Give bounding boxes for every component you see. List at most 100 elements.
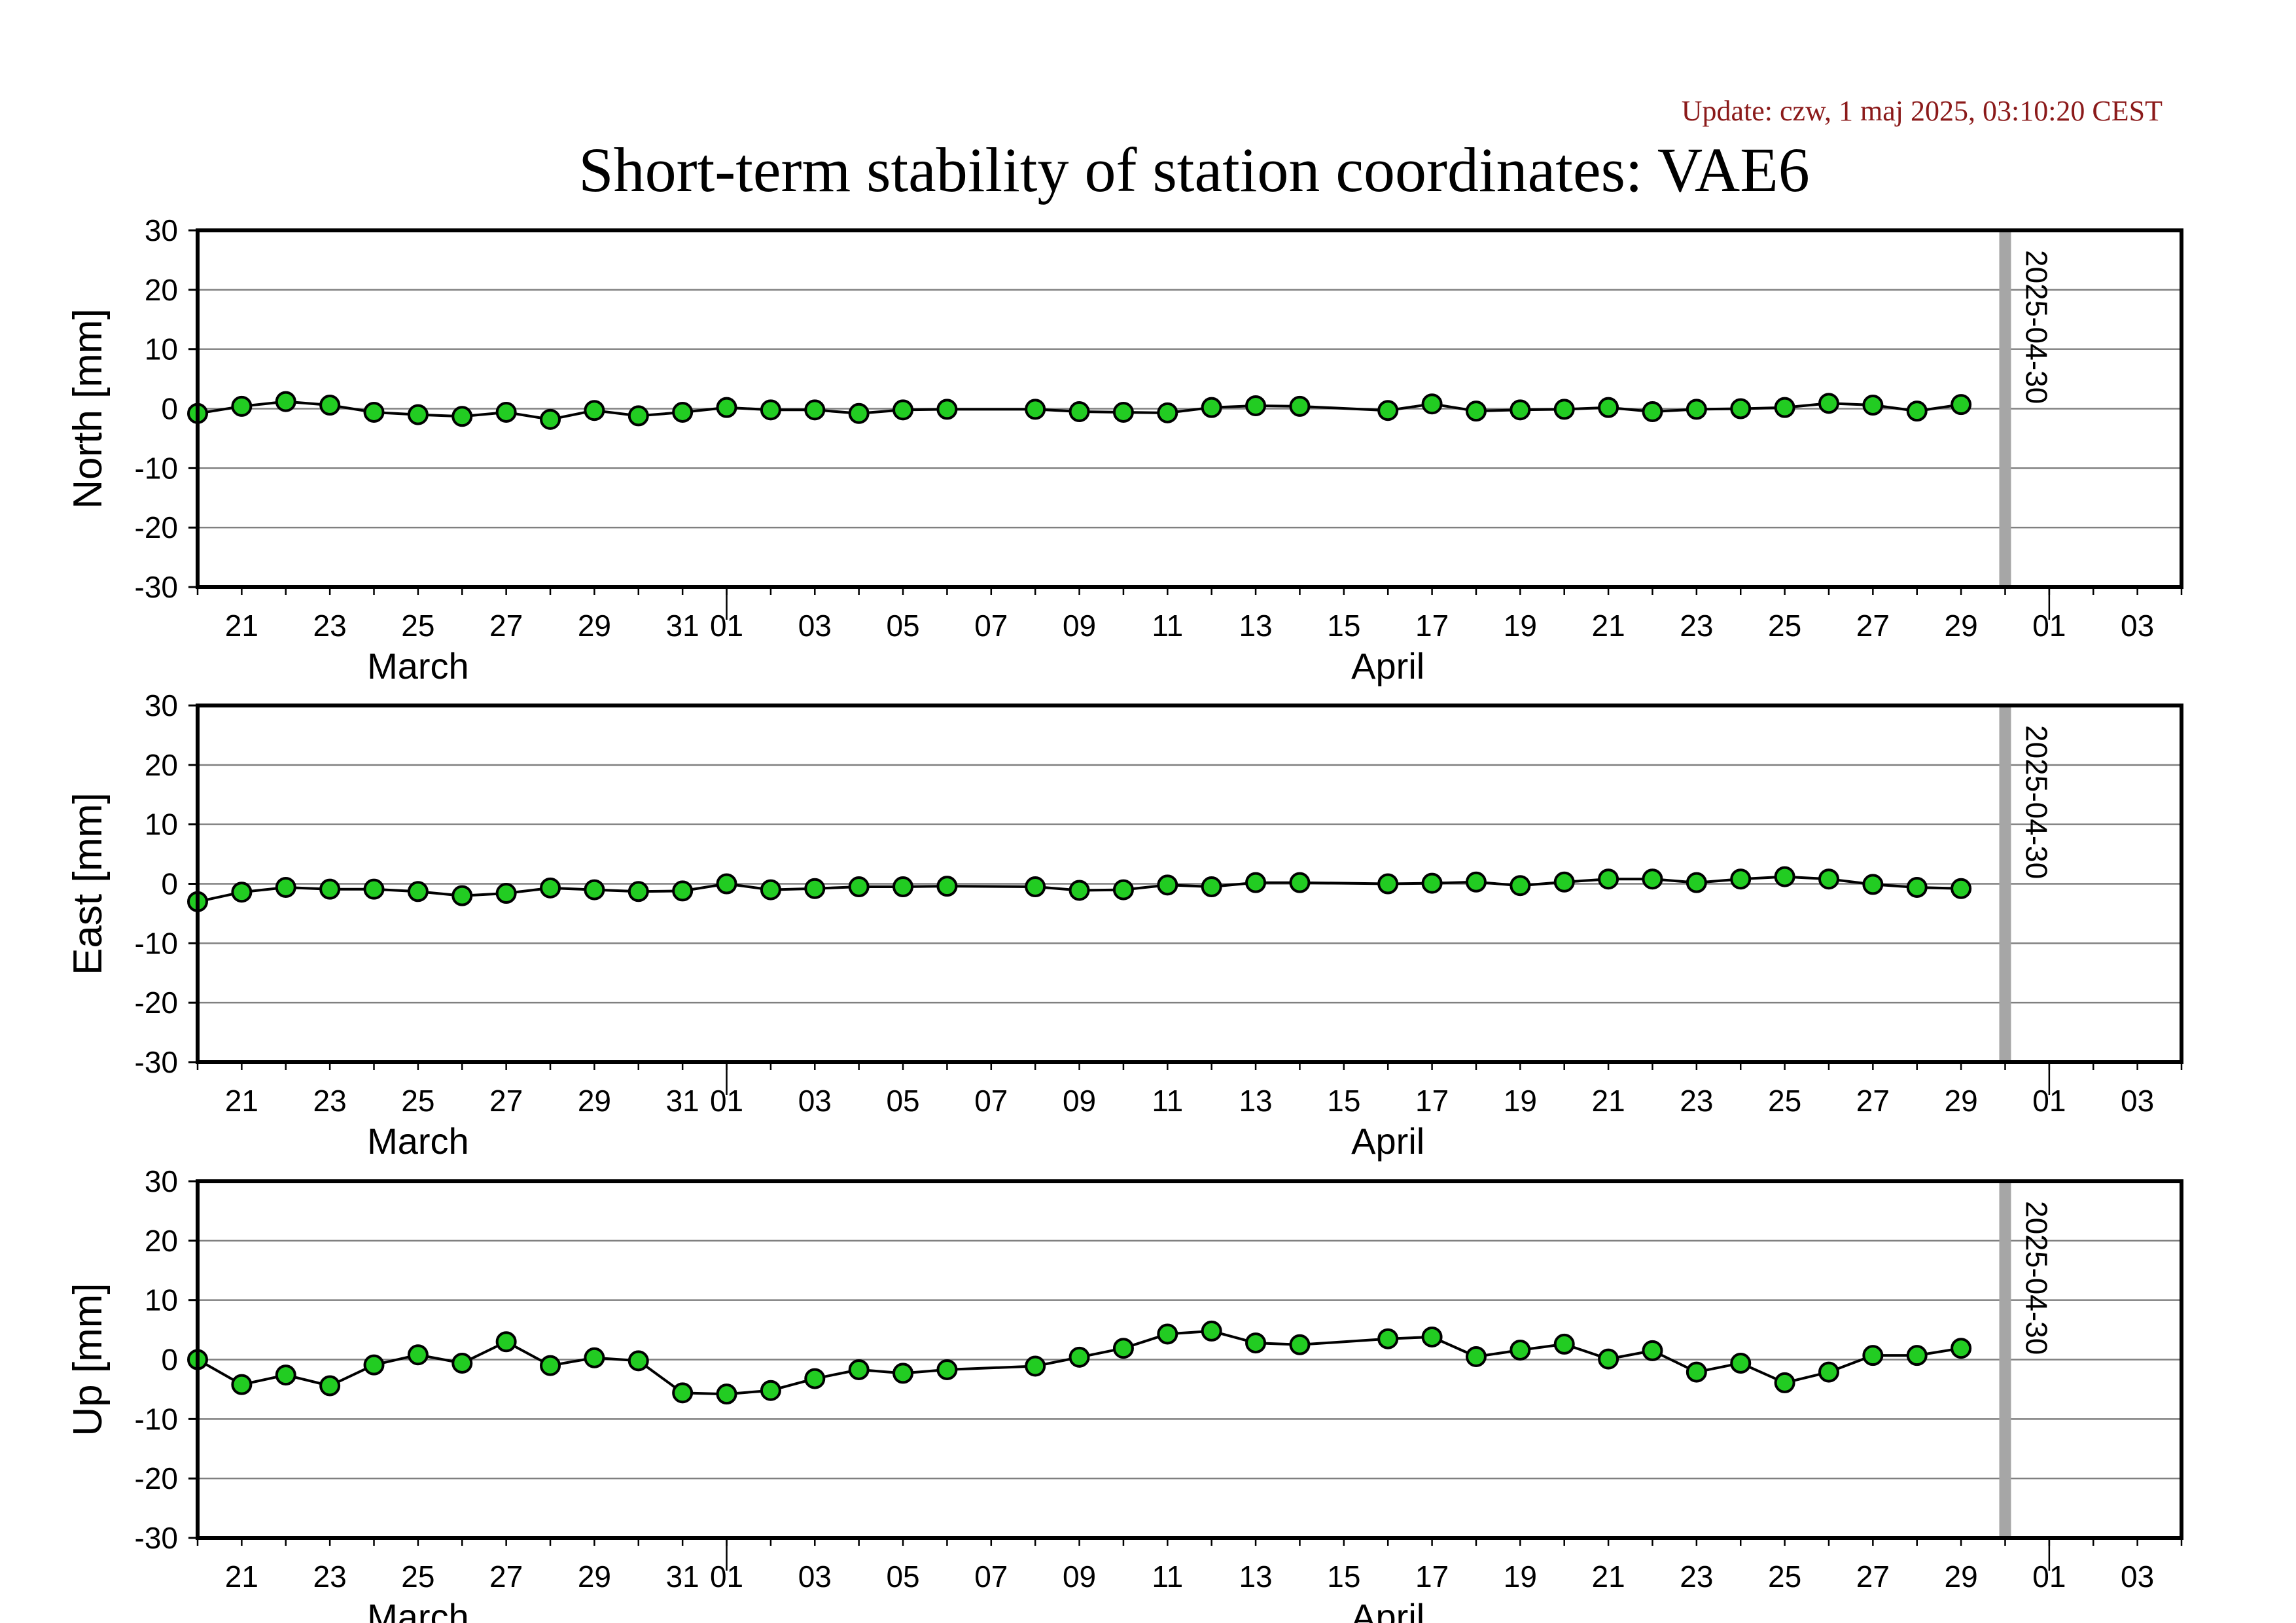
x-tick-label: 25 — [401, 609, 434, 643]
data-point — [1025, 876, 1046, 898]
data-point — [1201, 1320, 1222, 1342]
data-point — [892, 1363, 914, 1384]
x-tick-label: 23 — [313, 1560, 347, 1594]
x-tick-label: 15 — [1327, 609, 1360, 643]
x-tick-label: 13 — [1239, 1560, 1272, 1594]
x-tick-label: 21 — [225, 1084, 258, 1118]
x-tick-label: 23 — [1680, 1560, 1713, 1594]
data-point — [848, 1359, 870, 1380]
y-tick-label: 0 — [161, 1343, 178, 1377]
x-tick-label: 27 — [489, 609, 523, 643]
x-tick-label: 31 — [666, 1084, 699, 1118]
x-tick-label: 13 — [1239, 1084, 1272, 1118]
data-point — [1906, 401, 1928, 422]
data-point — [584, 400, 605, 421]
x-tick-label: 11 — [1152, 609, 1183, 643]
data-point — [1906, 876, 1928, 898]
data-point — [1157, 874, 1178, 896]
data-point — [627, 881, 649, 902]
data-point — [1730, 868, 1752, 890]
y-tick-label: 20 — [145, 1224, 178, 1258]
data-point — [1553, 1333, 1575, 1355]
data-point — [1730, 1352, 1752, 1374]
x-tick-label: 07 — [974, 1560, 1008, 1594]
y-tick-label: 0 — [161, 392, 178, 426]
x-tick-label: 07 — [974, 1084, 1008, 1118]
data-point — [319, 878, 341, 900]
data-point — [1069, 880, 1090, 901]
data-point — [627, 1350, 649, 1372]
y-tick-label: -20 — [135, 1461, 178, 1495]
x-tick-label: 27 — [489, 1560, 523, 1594]
data-point — [804, 1368, 826, 1389]
date-marker-label: 2025-04-30 — [2019, 725, 2053, 879]
x-tick-label: 01 — [710, 1560, 743, 1594]
data-point — [1465, 1346, 1487, 1367]
data-point — [363, 401, 385, 423]
x-tick-label: 05 — [886, 1084, 919, 1118]
data-point — [1510, 399, 1531, 421]
y-axis-title: Up [mm] — [65, 1283, 111, 1436]
data-point — [1421, 393, 1443, 415]
data-point — [892, 399, 914, 421]
date-marker-label: 2025-04-30 — [2019, 250, 2053, 404]
data-point — [1686, 872, 1707, 893]
y-tick-label: 30 — [145, 1164, 178, 1198]
data-point — [1774, 397, 1795, 418]
x-tick-label: 21 — [1592, 1084, 1625, 1118]
x-tick-label: 17 — [1415, 609, 1449, 643]
y-tick-label: 10 — [145, 1283, 178, 1317]
data-point — [1686, 1361, 1707, 1383]
data-point — [451, 406, 473, 427]
x-tick-label: 23 — [1680, 609, 1713, 643]
x-tick-label: 29 — [578, 1084, 611, 1118]
x-tick-label: 21 — [1592, 609, 1625, 643]
x-tick-label: 27 — [1856, 1084, 1890, 1118]
y-tick-label: 0 — [161, 867, 178, 901]
x-tick-label: 03 — [2121, 1084, 2154, 1118]
data-point — [319, 1375, 341, 1397]
x-tick-label: 11 — [1152, 1084, 1183, 1118]
data-point — [672, 401, 694, 423]
y-tick-label: -30 — [135, 570, 178, 604]
data-point — [1112, 1338, 1134, 1359]
panel-1: 30 20 10 0 -10 -20 -30 North [mm] 21 23 25 27 29 31 01… — [65, 213, 2183, 687]
data-point — [540, 408, 561, 430]
x-tick-label: 21 — [225, 1560, 258, 1594]
data-point — [1289, 1334, 1311, 1355]
month-label: April — [1351, 645, 1424, 687]
x-tick-label: 27 — [1856, 1560, 1890, 1594]
x-tick-label: 05 — [886, 609, 919, 643]
y-tick-label: 20 — [145, 273, 178, 307]
data-point — [716, 873, 737, 895]
x-tick-label: 25 — [1768, 1560, 1801, 1594]
data-point — [1421, 1326, 1443, 1347]
data-point — [363, 1354, 385, 1376]
y-tick-label: 30 — [145, 213, 178, 247]
data-point — [1818, 868, 1839, 890]
y-tick-label: 20 — [145, 748, 178, 782]
x-tick-label: 27 — [489, 1084, 523, 1118]
data-point — [1598, 868, 1619, 890]
data-point — [1686, 399, 1707, 420]
x-tick-label: 09 — [1063, 609, 1096, 643]
x-tick-label: 29 — [1945, 1084, 1978, 1118]
data-point — [495, 401, 517, 423]
y-tick-label: -10 — [135, 926, 178, 960]
data-point — [1818, 1361, 1839, 1383]
data-point — [1157, 1323, 1178, 1345]
x-tick-label: 09 — [1063, 1560, 1096, 1594]
data-point — [716, 1383, 737, 1405]
y-axis-title: North [mm] — [65, 308, 111, 509]
data-point — [1862, 395, 1884, 416]
data-point — [1553, 399, 1575, 420]
month-label: April — [1351, 1596, 1424, 1623]
x-tick-label: 25 — [401, 1560, 434, 1594]
data-point — [540, 1355, 561, 1376]
data-point — [1642, 1340, 1663, 1361]
data-point — [231, 882, 253, 903]
x-tick-label: 25 — [1768, 1084, 1801, 1118]
data-point — [1510, 875, 1531, 897]
x-tick-label: 05 — [886, 1560, 919, 1594]
